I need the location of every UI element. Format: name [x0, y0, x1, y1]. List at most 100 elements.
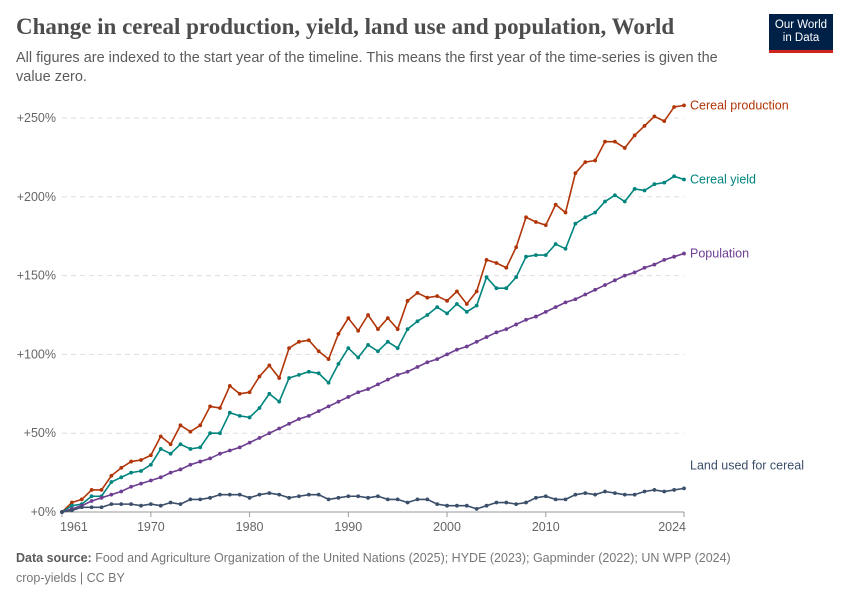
data-point	[257, 406, 262, 410]
x-tick-label: 1990	[334, 520, 362, 534]
data-point	[435, 357, 440, 362]
data-point	[376, 494, 380, 499]
data-point	[306, 369, 311, 374]
series-line-2	[61, 252, 685, 513]
data-point	[356, 355, 361, 360]
y-tick-label: +50%	[24, 426, 56, 440]
data-point	[612, 193, 617, 198]
data-point	[119, 475, 124, 480]
data-point	[109, 480, 114, 484]
data-point	[534, 220, 538, 224]
data-point	[316, 371, 321, 376]
data-point	[306, 338, 311, 343]
data-point	[573, 297, 578, 302]
data-point	[563, 300, 568, 305]
data-point	[168, 451, 173, 456]
data-point	[139, 503, 143, 508]
data-point	[504, 286, 509, 291]
data-point	[455, 503, 459, 508]
data-point	[297, 417, 301, 421]
data-point	[652, 262, 657, 267]
x-tick-label: 1970	[137, 520, 165, 534]
data-point	[89, 505, 94, 510]
data-point	[563, 497, 568, 502]
data-point	[168, 442, 173, 447]
data-point	[494, 330, 499, 335]
y-tick-label: +0%	[31, 505, 56, 519]
data-point	[326, 357, 331, 362]
data-point	[385, 497, 390, 502]
data-point	[603, 489, 607, 494]
data-point	[474, 303, 479, 308]
series-line-0	[61, 104, 685, 513]
data-point	[652, 114, 657, 119]
data-point	[218, 492, 222, 497]
data-point	[445, 352, 449, 357]
data-point	[494, 500, 499, 505]
data-point	[227, 384, 232, 388]
data-point	[326, 380, 331, 385]
data-point	[612, 278, 617, 283]
data-point	[682, 177, 686, 182]
data-point	[139, 469, 143, 473]
data-point	[622, 492, 627, 497]
data-point	[524, 500, 528, 505]
data-point	[198, 497, 203, 502]
data-point	[524, 215, 528, 220]
data-point	[69, 508, 74, 513]
data-point	[247, 415, 252, 420]
data-point	[158, 447, 163, 451]
data-point	[129, 470, 134, 475]
data-point	[227, 492, 232, 497]
data-point	[583, 491, 588, 495]
data-point	[603, 139, 607, 144]
data-point	[652, 182, 657, 187]
data-point	[316, 349, 321, 354]
data-point	[464, 344, 469, 349]
data-point	[346, 494, 351, 499]
data-point	[494, 261, 499, 265]
data-point	[218, 406, 222, 410]
data-point	[563, 246, 568, 251]
data-point	[642, 123, 647, 128]
data-point	[376, 349, 380, 354]
data-point	[237, 492, 242, 497]
data-point	[366, 343, 370, 347]
data-point	[237, 445, 242, 450]
data-point	[662, 489, 667, 494]
data-point	[642, 188, 647, 193]
data-point	[277, 376, 282, 380]
data-point	[484, 503, 489, 508]
data-point	[119, 502, 124, 507]
data-point	[385, 316, 390, 321]
data-point	[563, 210, 568, 215]
data-point	[208, 456, 212, 461]
data-point	[662, 119, 667, 124]
data-source[interactable]: Food and Agriculture Organization of the…	[95, 551, 731, 565]
data-point	[672, 174, 677, 179]
data-point	[534, 495, 538, 500]
x-tick-label: 1961	[60, 520, 88, 534]
data-point	[287, 495, 291, 500]
data-point	[178, 502, 183, 507]
data-point	[415, 497, 420, 502]
data-point	[464, 309, 469, 314]
data-point	[336, 495, 341, 500]
data-point	[395, 327, 400, 332]
data-point	[504, 500, 509, 505]
data-point	[316, 492, 321, 497]
data-point	[99, 488, 104, 492]
owid-logo[interactable]: Our World in Data	[769, 14, 833, 53]
data-point	[297, 339, 301, 344]
data-point	[326, 497, 331, 502]
data-point	[405, 327, 410, 332]
data-point	[178, 423, 183, 428]
data-point	[297, 372, 301, 377]
data-point	[573, 492, 578, 497]
data-point	[257, 492, 262, 497]
data-point	[612, 491, 617, 495]
data-point	[583, 215, 588, 220]
data-point	[208, 404, 212, 409]
data-point	[306, 492, 311, 497]
data-point	[642, 265, 647, 270]
